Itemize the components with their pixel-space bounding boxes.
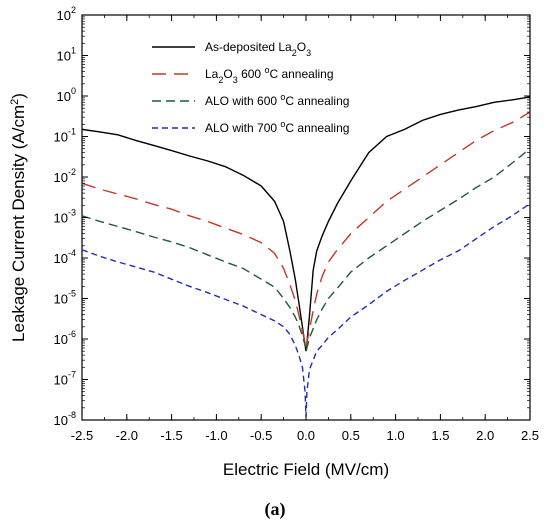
x-tick-label: 2.5 (521, 428, 539, 443)
series-line-2 (81, 111, 531, 349)
series-layer (81, 96, 531, 417)
y-tick-label: 10-1 (54, 127, 76, 145)
figure-caption: (a) (265, 499, 286, 520)
x-tick-label: -0.5 (250, 428, 272, 443)
legend-label-4: ALO with 700 oC annealing (205, 119, 349, 135)
y-tick-label: 10-8 (54, 410, 76, 428)
y-tick-label: 100 (57, 86, 76, 104)
series-line-1 (81, 96, 531, 352)
x-tick-label: 1.0 (387, 428, 405, 443)
series-line-3 (81, 148, 531, 352)
x-tick-label: 2.0 (476, 428, 494, 443)
x-tick-label: 0.5 (342, 428, 360, 443)
x-axis-title: Electric Field (MV/cm) (223, 460, 389, 479)
tick-layer: -2.5 -2.0 -1.5 -1.0 -0.5 0.0 0.5 1.0 1.5 2.0 2.5 10… (54, 5, 540, 443)
legend: As-deposited La2O3 La2O3 600 oC annealing… (152, 40, 349, 135)
legend-label-2: La2O3 600 oC annealing (205, 65, 334, 85)
y-tick-label: 102 (57, 5, 76, 23)
y-tick-label: 10-3 (54, 208, 76, 226)
y-tick-label: 10-5 (54, 289, 76, 307)
y-tick-label: 10-7 (54, 370, 76, 388)
x-tick-label: 0.0 (297, 428, 315, 443)
x-tick-label: 1.5 (431, 428, 449, 443)
y-axis-title-sup: 2 (9, 99, 21, 105)
x-tick-label: -1.0 (205, 428, 227, 443)
x-tick-label: -2.5 (71, 428, 93, 443)
y-axis-title: Leakage Current Density (A/cm2) (9, 93, 28, 342)
y-tick-label: 10-4 (54, 248, 76, 266)
y-axis-title-text: Leakage Current Density (A/cm (9, 105, 28, 342)
x-tick-label: -1.5 (160, 428, 182, 443)
y-tick-label: 10-6 (54, 329, 76, 347)
y-tick-label: 10-2 (54, 167, 76, 185)
y-tick-label: 101 (57, 46, 76, 64)
legend-label-1: As-deposited La2O3 (205, 40, 311, 58)
y-axis-title-close: ) (9, 93, 28, 99)
legend-label-3: ALO with 600 oC annealing (205, 92, 349, 108)
x-tick-label: -2.0 (116, 428, 138, 443)
